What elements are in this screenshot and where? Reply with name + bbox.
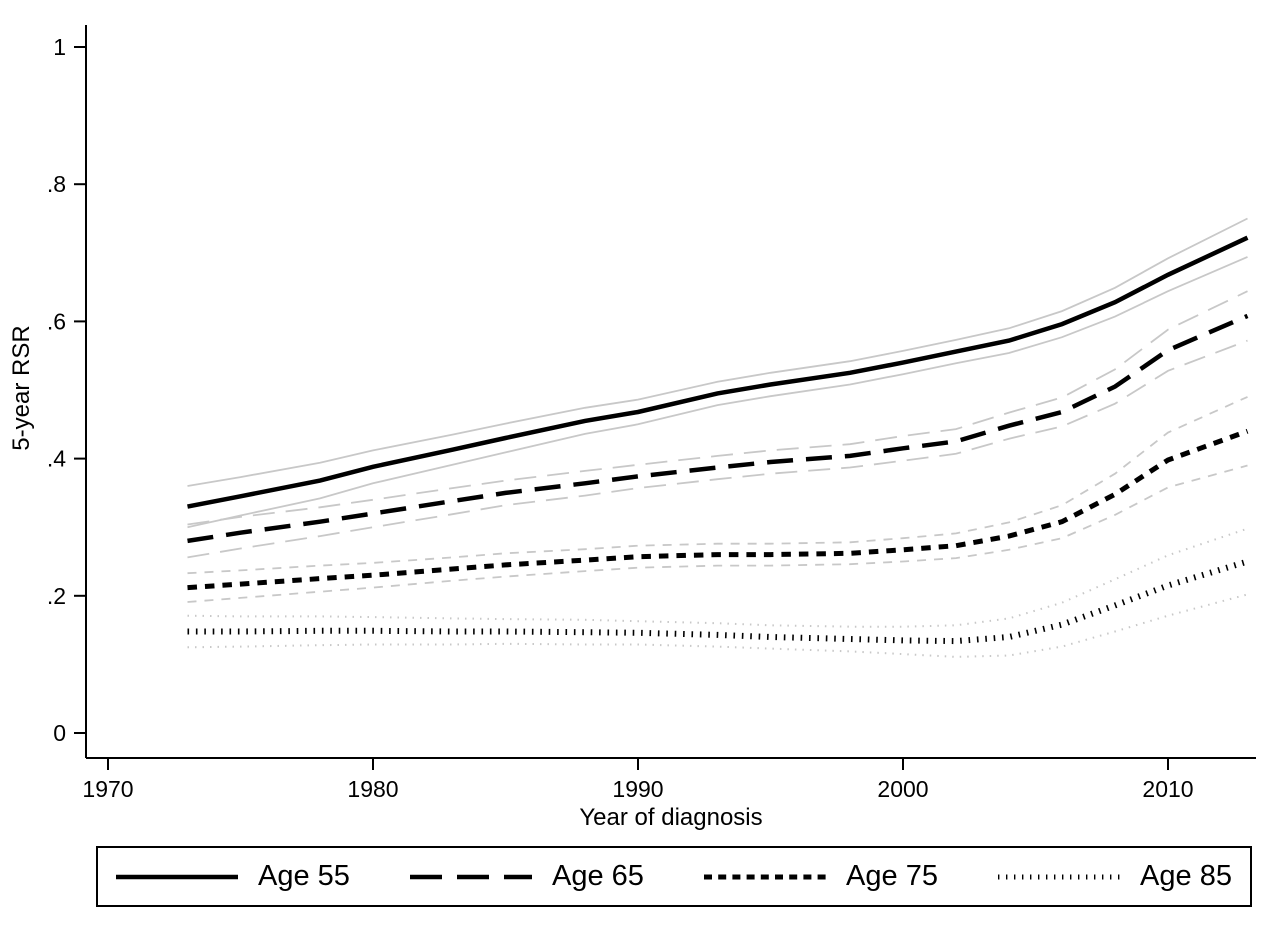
y-tick-label: .8 (47, 171, 66, 197)
y-tick-label: .4 (47, 446, 66, 472)
x-tick-label: 1980 (347, 776, 398, 802)
legend-label: Age 55 (258, 860, 350, 892)
ci-upper-line (187, 396, 1248, 575)
legend-line-sample-icon (116, 874, 238, 879)
ci-lower-line (187, 256, 1248, 529)
series-line-age-55 (187, 235, 1249, 509)
y-tick-label: 1 (53, 34, 66, 60)
series-line-age-85 (187, 558, 1249, 645)
y-tick-label: .2 (47, 583, 66, 609)
legend-line-sample-icon (998, 874, 1121, 879)
x-tick-label: 1970 (82, 776, 133, 802)
ci-lower-line (187, 464, 1248, 603)
ci-lower-line (187, 339, 1248, 559)
x-axis-title: Year of diagnosis (579, 804, 763, 831)
legend-label: Age 85 (1140, 860, 1232, 892)
legend-item-age-55: Age 55 (116, 860, 350, 893)
y-axis-title: 5-year RSR (8, 325, 35, 451)
legend-label: Age 65 (552, 860, 644, 892)
x-tick-label: 1990 (612, 776, 663, 802)
legend-label: Age 75 (846, 860, 938, 892)
ci-lower-line (187, 593, 1248, 658)
y-tick-label: 0 (53, 720, 66, 746)
legend-item-age-85: Age 85 (998, 860, 1232, 893)
series-line-age-65 (187, 313, 1249, 544)
legend-item-age-65: Age 65 (410, 860, 644, 893)
y-tick-label: .6 (47, 308, 66, 334)
series-line-age-75 (187, 428, 1249, 591)
legend-line-sample-icon (410, 874, 533, 879)
x-tick-label: 2000 (877, 776, 928, 802)
ci-upper-line (187, 217, 1248, 487)
legend-line-sample-icon (704, 874, 827, 879)
legend-item-age-75: Age 75 (704, 860, 938, 893)
chart-legend: Age 55 Age 65 Age 75 Age 85 (96, 846, 1252, 907)
x-tick-label: 2010 (1142, 776, 1193, 802)
ci-upper-line (187, 290, 1248, 526)
